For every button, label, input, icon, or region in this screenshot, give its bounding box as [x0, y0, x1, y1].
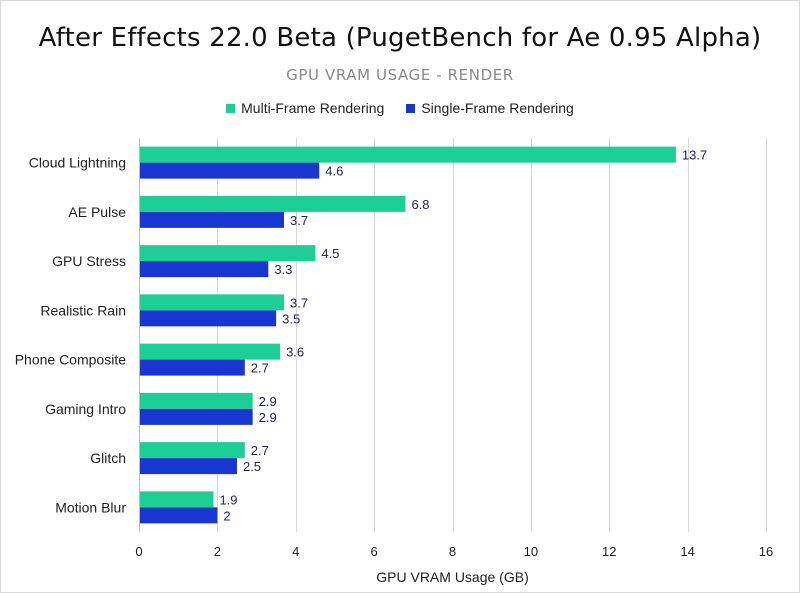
chart-legend: Multi-Frame Rendering Single-Frame Rende…	[1, 100, 799, 116]
x-tick-label-6: 6	[371, 544, 378, 559]
bar-multi-frame-gaming-intro	[139, 392, 253, 409]
category-label-gaming-intro: Gaming Intro	[45, 401, 126, 417]
bar-multi-frame-ae-pulse	[139, 195, 406, 212]
bar-single-frame-gpu-stress	[139, 261, 269, 278]
legend-swatch-single-frame	[406, 103, 416, 113]
data-label-single-frame-gpu-stress: 3.3	[274, 262, 292, 277]
legend-item-single-frame: Single-Frame Rendering	[406, 100, 574, 116]
data-label-single-frame-cloud-lightning: 4.6	[325, 164, 343, 179]
x-axis-title: GPU VRAM Usage (GB)	[376, 569, 528, 585]
chart-subtitle: GPU VRAM USAGE - RENDER	[286, 66, 514, 84]
bar-multi-frame-motion-blur	[139, 491, 214, 508]
data-label-single-frame-ae-pulse: 3.7	[290, 213, 308, 228]
data-label-multi-frame-gaming-intro: 2.9	[259, 394, 277, 409]
bar-single-frame-glitch	[139, 458, 237, 475]
x-tick-label-0: 0	[135, 544, 142, 559]
legend-swatch-multi-frame	[226, 103, 236, 113]
chart-title: After Effects 22.0 Beta (PugetBench for …	[38, 23, 762, 53]
legend-label-single-frame: Single-Frame Rendering	[421, 100, 574, 116]
legend-label-multi-frame: Multi-Frame Rendering	[241, 100, 385, 116]
category-label-realistic-rain: Realistic Rain	[40, 302, 126, 318]
data-label-multi-frame-motion-blur: 1.9	[219, 492, 237, 507]
category-label-cloud-lightning: Cloud Lightning	[29, 155, 126, 171]
bar-single-frame-ae-pulse	[139, 211, 284, 228]
data-label-single-frame-gaming-intro: 2.9	[259, 410, 277, 425]
bar-multi-frame-phone-composite	[139, 343, 281, 360]
bar-multi-frame-realistic-rain	[139, 294, 284, 311]
x-tick-label-2: 2	[214, 544, 221, 559]
category-label-glitch: Glitch	[90, 450, 126, 466]
category-label-phone-composite: Phone Composite	[15, 352, 127, 368]
bar-single-frame-cloud-lightning	[139, 162, 320, 179]
legend-item-multi-frame: Multi-Frame Rendering	[226, 100, 384, 116]
x-tick-label-14: 14	[680, 544, 694, 559]
bar-multi-frame-gpu-stress	[139, 245, 316, 262]
data-label-multi-frame-ae-pulse: 6.8	[411, 197, 429, 212]
bar-single-frame-motion-blur	[139, 507, 218, 524]
data-label-single-frame-motion-blur: 2	[223, 508, 230, 523]
data-label-multi-frame-gpu-stress: 4.5	[321, 246, 339, 261]
x-tick-label-10: 10	[524, 544, 538, 559]
x-tick-label-16: 16	[759, 544, 773, 559]
data-label-multi-frame-realistic-rain: 3.7	[290, 295, 308, 310]
category-label-motion-blur: Motion Blur	[55, 499, 126, 515]
bar-multi-frame-cloud-lightning	[139, 146, 676, 163]
bar-multi-frame-glitch	[139, 442, 245, 459]
bar-single-frame-realistic-rain	[139, 310, 277, 327]
data-label-single-frame-glitch: 2.5	[243, 459, 261, 474]
data-label-multi-frame-glitch: 2.7	[251, 443, 269, 458]
data-label-multi-frame-phone-composite: 3.6	[286, 345, 304, 360]
data-label-single-frame-realistic-rain: 3.5	[282, 311, 300, 326]
category-label-ae-pulse: AE Pulse	[68, 204, 126, 220]
x-tick-label-4: 4	[292, 544, 299, 559]
data-label-multi-frame-cloud-lightning: 13.7	[682, 148, 707, 163]
category-label-gpu-stress: GPU Stress	[52, 253, 126, 269]
bar-single-frame-gaming-intro	[139, 408, 253, 425]
data-label-single-frame-phone-composite: 2.7	[251, 361, 269, 376]
x-tick-label-12: 12	[602, 544, 616, 559]
bar-single-frame-phone-composite	[139, 359, 245, 376]
x-tick-label-8: 8	[449, 544, 456, 559]
